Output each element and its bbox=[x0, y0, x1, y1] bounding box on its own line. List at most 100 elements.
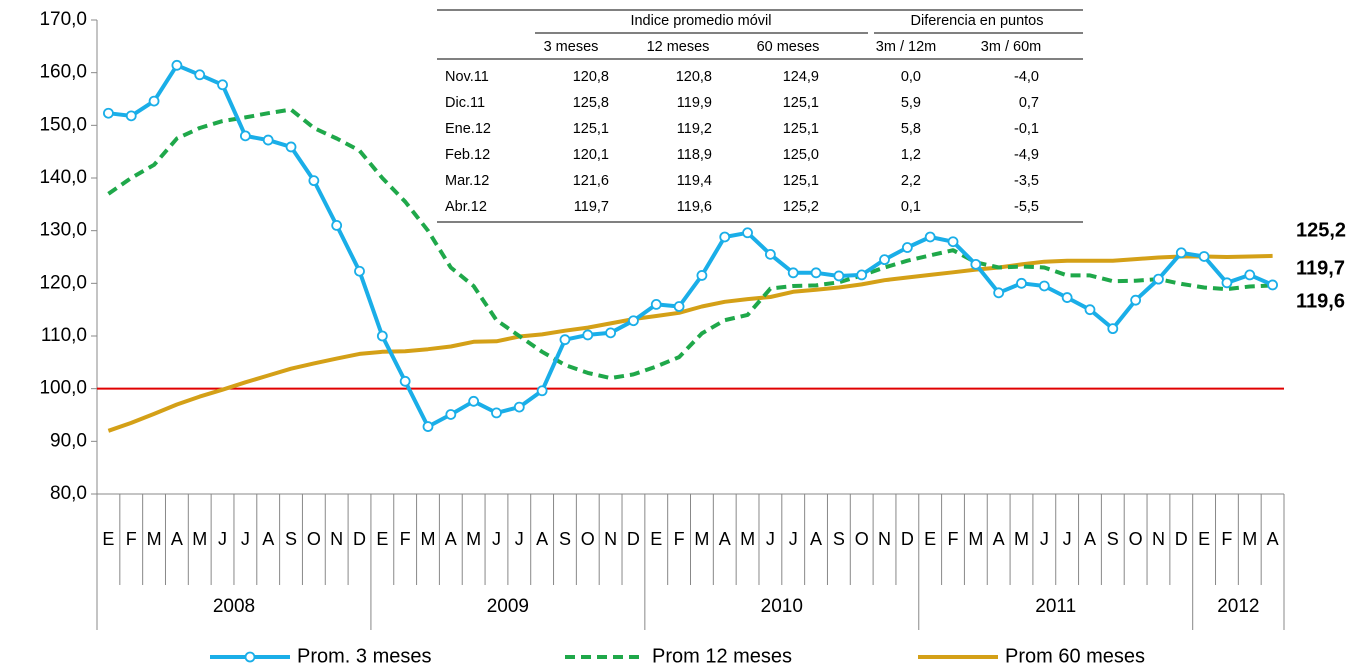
table-cell: 125,2 bbox=[783, 199, 819, 215]
x-tick-label: M bbox=[968, 529, 983, 549]
table-cell: -0,1 bbox=[1014, 121, 1039, 137]
year-label: 2009 bbox=[487, 596, 529, 617]
table-group-header: Indice promedio móvil bbox=[630, 13, 771, 29]
x-tick-label: J bbox=[218, 529, 227, 549]
series-marker bbox=[217, 79, 228, 91]
series-marker bbox=[262, 134, 274, 146]
table-cell: 120,8 bbox=[676, 69, 712, 85]
legend-marker bbox=[244, 651, 256, 663]
table-cell: 118,9 bbox=[677, 147, 712, 163]
table-cell: 125,1 bbox=[783, 173, 819, 189]
series-marker bbox=[833, 270, 845, 282]
x-tick-label: M bbox=[192, 529, 207, 549]
table-cell: -5,5 bbox=[1014, 199, 1039, 215]
y-tick-label: 140,0 bbox=[39, 167, 87, 188]
series-marker bbox=[536, 385, 548, 397]
series-marker bbox=[719, 231, 731, 243]
x-tick-label: E bbox=[376, 529, 388, 549]
end-label: 119,7 bbox=[1296, 257, 1345, 279]
table-cell: 5,9 bbox=[901, 95, 921, 111]
series-marker bbox=[308, 175, 320, 187]
x-tick-label: O bbox=[855, 529, 869, 549]
x-tick-label: J bbox=[1063, 529, 1072, 549]
series-marker bbox=[559, 334, 571, 346]
year-label: 2012 bbox=[1217, 596, 1259, 617]
table-cell: 120,8 bbox=[573, 69, 609, 85]
x-tick-label: F bbox=[126, 529, 137, 549]
series-marker bbox=[445, 409, 457, 420]
series-line bbox=[107, 253, 1273, 433]
series-marker bbox=[1267, 279, 1278, 291]
x-tick-label: D bbox=[627, 529, 640, 549]
y-tick-label: 130,0 bbox=[39, 220, 87, 241]
series-marker bbox=[742, 227, 753, 239]
x-tick-label: A bbox=[171, 529, 183, 549]
x-tick-label: O bbox=[581, 529, 595, 549]
x-tick-label: J bbox=[1040, 529, 1049, 549]
x-tick-label: A bbox=[719, 529, 731, 549]
series-marker bbox=[468, 395, 480, 407]
x-tick-label: E bbox=[650, 529, 662, 549]
y-tick-label: 160,0 bbox=[39, 62, 87, 83]
series-marker bbox=[787, 267, 799, 279]
table-cell: -4,9 bbox=[1014, 147, 1039, 163]
x-tick-label: J bbox=[492, 529, 501, 549]
series-marker bbox=[810, 267, 822, 279]
series-marker bbox=[650, 298, 662, 310]
x-tick-label: F bbox=[400, 529, 411, 549]
series-marker bbox=[513, 401, 525, 413]
series-marker bbox=[1198, 251, 1210, 262]
table-cell: 5,8 bbox=[901, 121, 921, 137]
x-tick-label: S bbox=[285, 529, 297, 549]
x-tick-label: E bbox=[1198, 529, 1210, 549]
table-cell: 125,0 bbox=[783, 147, 819, 163]
x-tick-label: M bbox=[147, 529, 162, 549]
series-marker bbox=[1221, 277, 1233, 289]
table-cell: 125,1 bbox=[783, 95, 819, 111]
table-cell: 125,1 bbox=[573, 121, 609, 137]
series-line bbox=[108, 63, 1274, 429]
x-tick-label: N bbox=[330, 529, 343, 549]
series-marker bbox=[696, 270, 708, 281]
series-marker bbox=[582, 329, 594, 341]
series-marker bbox=[491, 407, 502, 419]
x-tick-label: J bbox=[241, 529, 250, 549]
series-marker bbox=[1061, 292, 1073, 303]
table-cell: 119,7 bbox=[574, 199, 609, 215]
series-marker bbox=[399, 375, 411, 387]
table-column-header: 60 meses bbox=[757, 39, 820, 55]
x-tick-label: S bbox=[1107, 529, 1119, 549]
table-cell: 119,2 bbox=[677, 121, 712, 137]
table-cell: -4,0 bbox=[1014, 69, 1039, 85]
year-label: 2011 bbox=[1035, 596, 1076, 617]
series-marker bbox=[901, 242, 913, 253]
x-tick-label: J bbox=[515, 529, 524, 549]
x-tick-label: O bbox=[307, 529, 321, 549]
x-tick-label: N bbox=[604, 529, 617, 549]
table-cell: 0,0 bbox=[901, 69, 921, 85]
series-marker bbox=[148, 95, 160, 107]
x-tick-label: E bbox=[924, 529, 936, 549]
series-line bbox=[107, 107, 1273, 381]
series-marker bbox=[673, 301, 685, 312]
series-marker bbox=[422, 421, 434, 432]
x-tick-label: M bbox=[466, 529, 481, 549]
y-tick-label: 170,0 bbox=[39, 9, 87, 30]
x-tick-label: A bbox=[262, 529, 274, 549]
y-tick-label: 150,0 bbox=[39, 114, 87, 135]
series-marker bbox=[376, 330, 388, 342]
x-tick-label: F bbox=[948, 529, 959, 549]
table-cell: 124,9 bbox=[783, 69, 819, 85]
series-marker bbox=[856, 269, 868, 281]
table-cell: Feb.12 bbox=[445, 147, 490, 163]
x-tick-label: M bbox=[420, 529, 435, 549]
x-tick-label: M bbox=[1014, 529, 1029, 549]
x-tick-label: A bbox=[445, 529, 457, 549]
x-tick-label: M bbox=[694, 529, 709, 549]
table-cell: -3,5 bbox=[1014, 173, 1039, 189]
series-marker bbox=[103, 107, 114, 119]
x-tick-label: O bbox=[1129, 529, 1143, 549]
series-marker bbox=[1153, 273, 1164, 285]
series-marker bbox=[194, 69, 206, 81]
x-tick-label: D bbox=[1175, 529, 1188, 549]
